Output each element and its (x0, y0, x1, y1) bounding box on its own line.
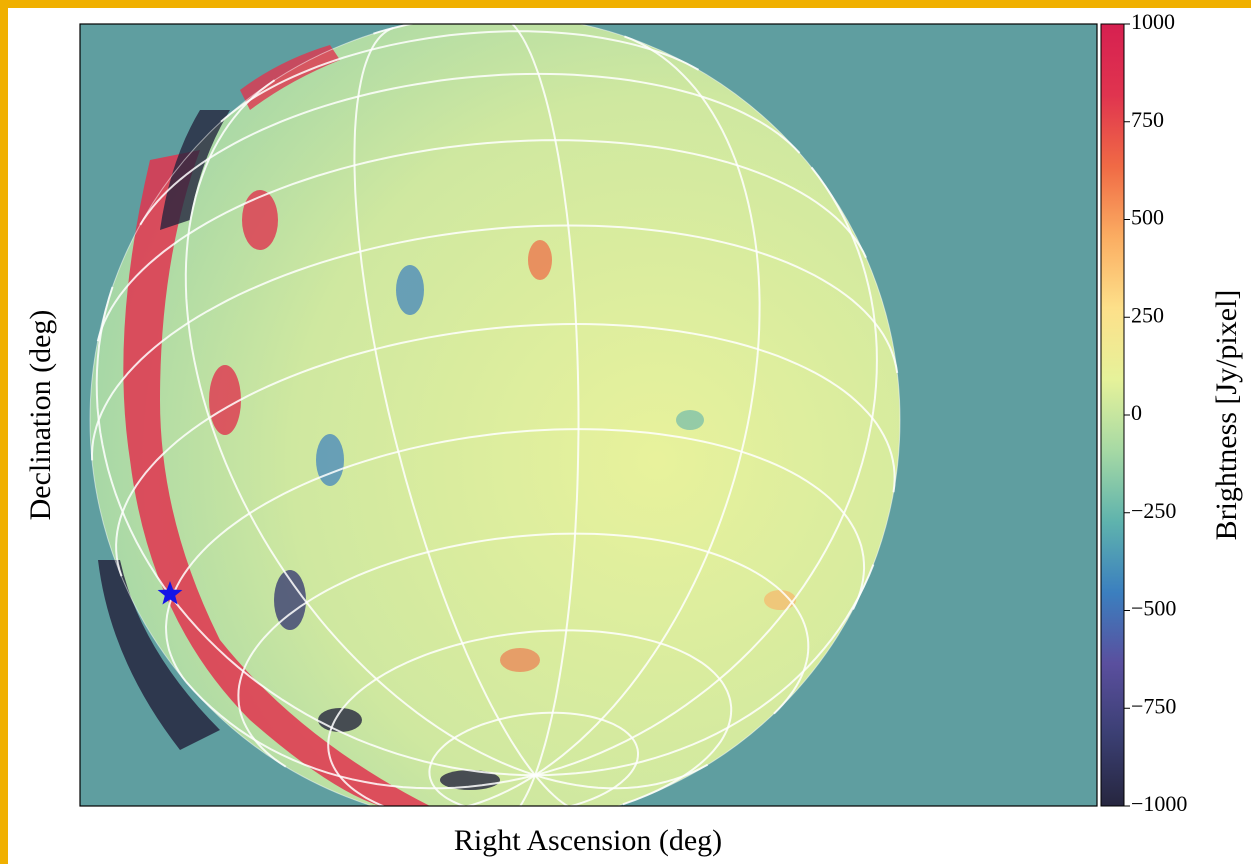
colorbar-tick-label: −1000 (1131, 791, 1187, 816)
colorbar-tick-label: 500 (1131, 205, 1164, 230)
colorbar-label: Brightness [Jy/pixel] (1210, 290, 1243, 541)
chart: Right Ascension (deg) Declination (deg) … (0, 0, 1251, 864)
colorbar-tick-label: 1000 (1131, 9, 1175, 34)
colorbar-tick-label: −500 (1131, 596, 1176, 621)
colorbar-tick-label: −750 (1131, 693, 1176, 718)
x-axis-label: Right Ascension (deg) (454, 824, 722, 857)
colorbar-tick-label: 750 (1131, 107, 1164, 132)
colorbar-tick-label: 250 (1131, 302, 1164, 327)
colorbar-tick-label: 0 (1131, 400, 1142, 425)
colorbar-tick-label: −250 (1131, 498, 1176, 523)
y-axis-label: Declination (deg) (24, 310, 57, 521)
sky-image (90, 15, 900, 825)
colorbar (1101, 24, 1124, 806)
